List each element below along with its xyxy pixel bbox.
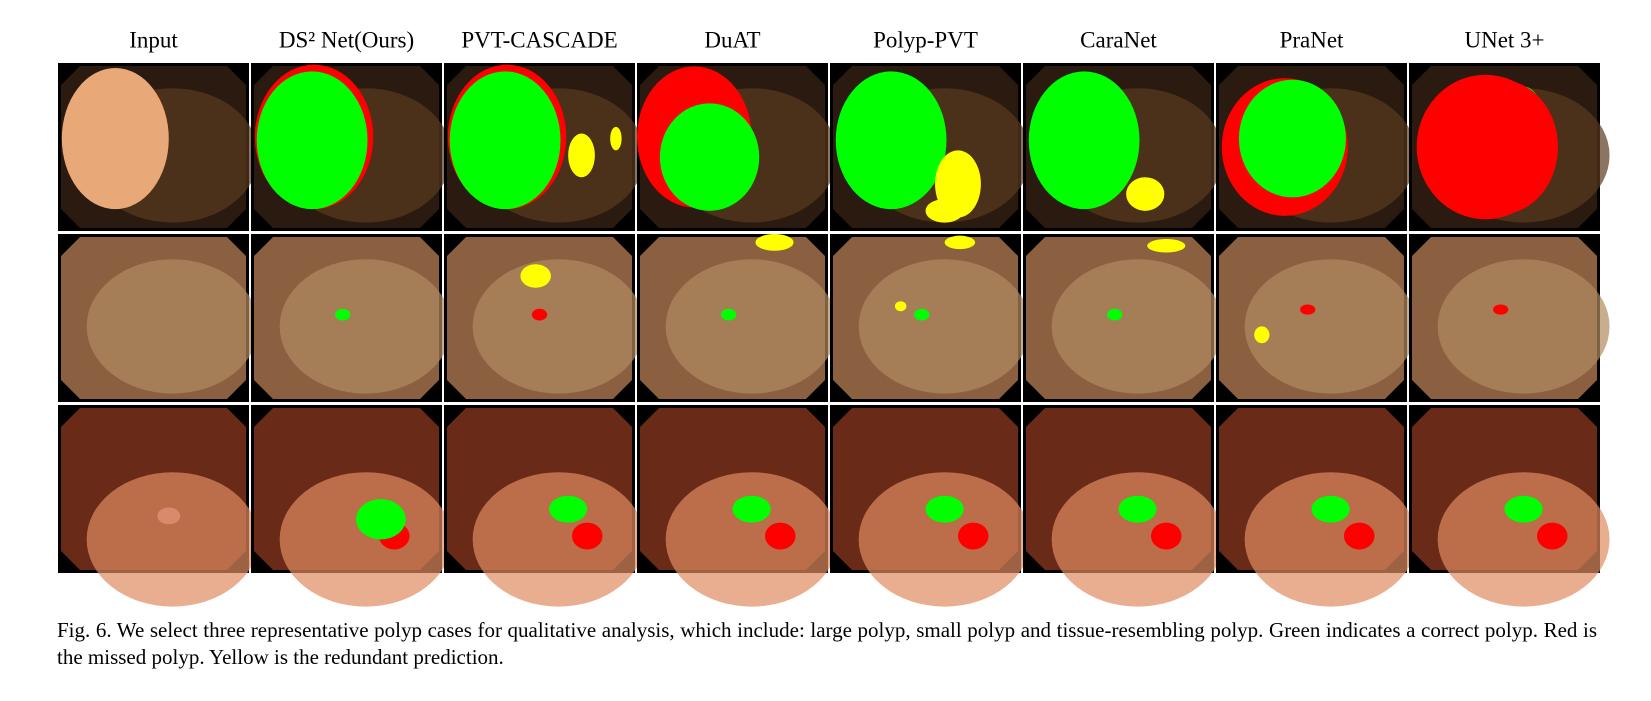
- tissue: [1244, 472, 1417, 607]
- column-header: DS² Net(Ours): [279, 27, 414, 52]
- tissue: [86, 259, 259, 394]
- tissue: [1051, 472, 1224, 607]
- result-image: [58, 63, 259, 231]
- mask-region: [755, 234, 794, 251]
- mask-region: [732, 495, 771, 523]
- result-image: [637, 234, 838, 402]
- mask-region: [571, 522, 603, 550]
- result-image: [637, 405, 838, 607]
- result-image: [251, 63, 452, 231]
- result-image: [1216, 234, 1417, 402]
- result-image: [444, 405, 645, 607]
- result-image: [1023, 405, 1224, 607]
- mask-region: [764, 522, 796, 550]
- result-image: [251, 405, 452, 607]
- mask-region: [659, 103, 760, 211]
- mask-region: [957, 522, 989, 550]
- tissue: [665, 259, 838, 394]
- column-header: PraNet: [1280, 27, 1344, 52]
- tissue: [1051, 259, 1224, 394]
- tissue: [1437, 472, 1610, 607]
- result-image: [1409, 234, 1610, 402]
- result-image: [1409, 405, 1610, 607]
- mask-region: [1443, 79, 1558, 215]
- mask-region: [335, 308, 351, 321]
- mask-region: [531, 308, 548, 321]
- caption: Fig. 6. We select three representative p…: [57, 618, 1597, 669]
- column-header: Polyp-PVT: [873, 27, 978, 52]
- mask-region: [914, 308, 930, 321]
- result-image: [1023, 63, 1224, 231]
- mask-region: [894, 301, 907, 312]
- mask-region: [1028, 71, 1140, 210]
- mask-region: [1311, 495, 1350, 523]
- result-image: [444, 234, 645, 402]
- mask-region: [610, 126, 622, 151]
- mask-region: [520, 264, 551, 288]
- result-image: [1023, 234, 1224, 402]
- result-image: [444, 63, 645, 231]
- tissue: [86, 472, 259, 607]
- mask-region: [721, 308, 737, 321]
- figure-grid: Input DS² Net(Ours) PVT-CASCADE DuAT Polyp-P…: [58, 27, 1610, 607]
- mask-region: [925, 495, 964, 523]
- result-image: [251, 234, 452, 402]
- mask-region: [1238, 79, 1346, 198]
- tissue: [858, 259, 1031, 394]
- mask-region: [356, 499, 406, 540]
- result-image: [58, 405, 259, 607]
- mask-region: [568, 133, 595, 178]
- mask-region: [835, 71, 947, 210]
- mask-region: [1126, 177, 1165, 211]
- tissue: [472, 259, 645, 394]
- column-header: DuAT: [704, 27, 760, 52]
- mask-region: [1300, 304, 1316, 315]
- mask-region: [1504, 495, 1543, 523]
- mask-region: [1150, 522, 1182, 550]
- mask-region: [549, 495, 588, 523]
- column-header: CaraNet: [1080, 27, 1157, 52]
- mask-region: [1107, 308, 1123, 321]
- result-image: [830, 63, 1031, 231]
- result-image: [1216, 405, 1417, 607]
- mask-region: [944, 235, 976, 250]
- result-image: [830, 405, 1031, 607]
- tissue: [665, 472, 838, 607]
- column-header: UNet 3+: [1464, 27, 1544, 52]
- result-image: [1409, 63, 1610, 231]
- tissue: [1437, 259, 1610, 394]
- tissue: [472, 472, 645, 607]
- result-image: [637, 63, 838, 231]
- mask-region: [1493, 304, 1509, 315]
- result-image: [58, 234, 259, 402]
- mask-region: [256, 71, 368, 210]
- polyp: [61, 68, 169, 210]
- column-header: Input: [129, 27, 178, 52]
- mask-region: [1147, 239, 1186, 253]
- result-image: [1216, 63, 1417, 231]
- tissue: [1244, 259, 1417, 394]
- mask-region: [1343, 522, 1375, 550]
- tissue: [279, 472, 452, 607]
- tissue: [279, 259, 452, 394]
- mask-region: [1536, 522, 1568, 550]
- result-image: [830, 234, 1031, 402]
- tissue: [858, 472, 1031, 607]
- mask-region: [1118, 495, 1157, 523]
- mask-region: [449, 71, 561, 210]
- mask-region: [925, 199, 964, 223]
- mask-region: [1254, 326, 1270, 344]
- column-header: PVT-CASCADE: [461, 27, 617, 52]
- mask-region: [157, 507, 181, 525]
